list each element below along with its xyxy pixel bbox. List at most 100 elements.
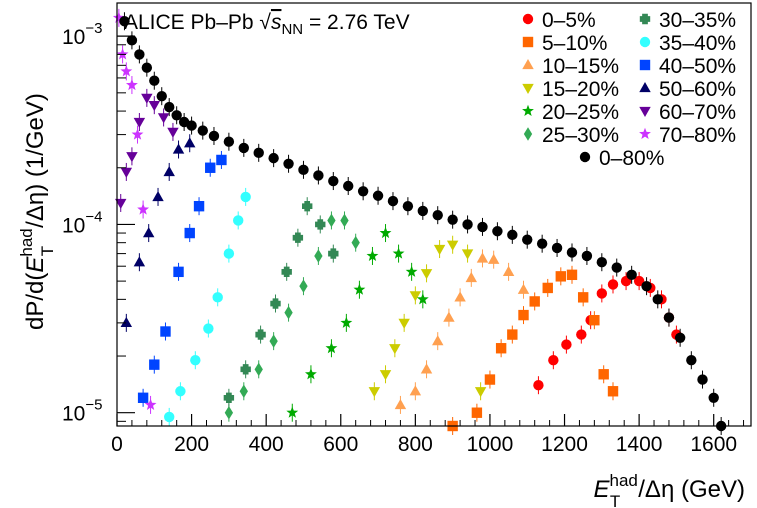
- legend-marker: [639, 59, 651, 71]
- data-point: [340, 316, 353, 328]
- data-point: [420, 269, 433, 280]
- data-point: [197, 125, 208, 136]
- data-point: [598, 369, 609, 380]
- data-point: [133, 256, 146, 267]
- data-point: [149, 359, 160, 370]
- data-point: [477, 221, 488, 233]
- data-point: [495, 343, 507, 354]
- data-point: [167, 127, 179, 138]
- data-point: [175, 386, 186, 397]
- data-point: [432, 335, 444, 346]
- data-point: [389, 344, 401, 355]
- legend-marker: [523, 127, 533, 141]
- legend-label: 20–25%: [542, 101, 619, 124]
- legend-label: 15–20%: [542, 78, 619, 101]
- data-point: [193, 200, 205, 212]
- series-4: [286, 224, 429, 422]
- data-point: [447, 214, 458, 225]
- data-point: [281, 266, 292, 278]
- data-point: [172, 143, 185, 154]
- series-11: [112, 8, 157, 414]
- legend-item: 10–15%: [522, 55, 619, 78]
- data-point: [298, 164, 309, 176]
- data-marks: [112, 8, 727, 435]
- data-point: [589, 314, 600, 326]
- data-point: [137, 203, 150, 215]
- data-point: [398, 318, 410, 329]
- data-point: [379, 370, 392, 381]
- plot-frame: [116, 2, 752, 427]
- data-point: [340, 213, 349, 228]
- series-3: [368, 235, 487, 401]
- data-point: [148, 101, 161, 112]
- x-tick-label: 200: [174, 433, 209, 456]
- data-point: [517, 283, 530, 294]
- data-point: [409, 385, 422, 396]
- legend: 0–5%5–10%10–15%15–20%20–25%25–30% 30–35%3…: [522, 9, 736, 170]
- data-point: [313, 170, 324, 181]
- legend-item: 35–40%: [639, 32, 736, 55]
- data-point: [462, 219, 473, 230]
- data-point: [141, 62, 153, 73]
- data-point: [471, 407, 483, 418]
- data-point: [292, 232, 304, 243]
- data-point: [368, 387, 381, 398]
- data-point: [433, 244, 446, 256]
- data-point: [112, 11, 125, 23]
- data-point: [173, 266, 184, 278]
- data-point: [446, 240, 459, 251]
- data-point: [157, 113, 170, 124]
- y-axis-label: dP/d(Ehad T/Δη) (1/GeV): [17, 93, 57, 330]
- data-point: [474, 387, 487, 398]
- series-10: [115, 88, 179, 212]
- data-point: [576, 329, 587, 340]
- data-point: [126, 35, 138, 46]
- legend-label: 60–70%: [659, 101, 736, 124]
- data-point: [487, 253, 500, 264]
- y-tick-label: 10−3: [62, 20, 102, 49]
- data-point: [299, 279, 308, 293]
- data-point: [561, 339, 572, 350]
- data-point: [674, 332, 686, 343]
- data-point: [484, 374, 496, 385]
- legend-label: 10–15%: [542, 55, 619, 78]
- data-point: [120, 65, 133, 77]
- data-point: [507, 329, 518, 340]
- data-point: [238, 142, 249, 154]
- data-point: [164, 101, 175, 113]
- data-point: [223, 392, 235, 404]
- legend-marker: [639, 36, 651, 48]
- legend-label: 40–50%: [659, 55, 736, 78]
- data-point: [224, 405, 234, 420]
- data-point: [186, 120, 197, 131]
- data-point: [304, 368, 317, 380]
- legend-label: 25–30%: [542, 124, 619, 147]
- legend-item: 0–80%: [579, 147, 664, 170]
- data-point: [190, 355, 201, 366]
- data-point: [387, 195, 399, 207]
- legend-item: 50–60%: [639, 78, 736, 101]
- data-point: [240, 364, 251, 375]
- data-point: [126, 152, 138, 163]
- legend-item: 40–50%: [639, 55, 736, 78]
- data-point: [216, 154, 227, 166]
- data-point: [171, 110, 182, 121]
- data-point: [641, 280, 652, 292]
- legend-item: 15–20%: [522, 78, 619, 101]
- x-tick-label: 1200: [541, 433, 588, 456]
- data-point: [240, 191, 251, 203]
- data-point: [328, 175, 339, 187]
- x-tick-label: 1400: [616, 433, 663, 456]
- data-point: [454, 291, 466, 302]
- data-point: [286, 406, 299, 418]
- data-point: [555, 271, 566, 282]
- legend-marker: [579, 151, 591, 163]
- annotation-title: ALICE Pb–Pb √sNN = 2.76 TeV: [124, 11, 410, 38]
- legend-marker: [639, 82, 651, 93]
- data-point: [133, 117, 146, 128]
- data-point: [372, 190, 384, 201]
- legend-item: 5–10%: [522, 32, 607, 55]
- data-point: [144, 398, 157, 410]
- data-point: [149, 75, 160, 86]
